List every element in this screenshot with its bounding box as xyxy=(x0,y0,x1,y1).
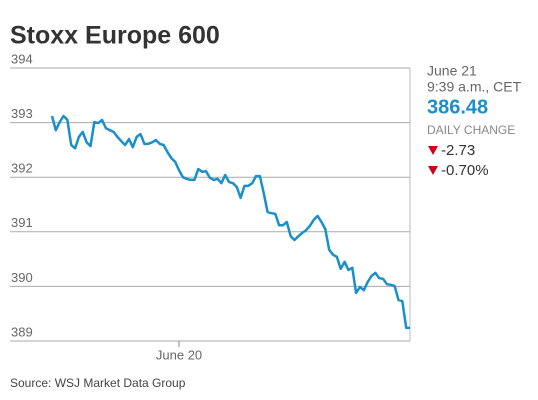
y-tick-label: 391 xyxy=(11,215,33,230)
panel-change-label: DAILY CHANGE xyxy=(427,123,515,137)
down-arrow xyxy=(428,166,438,175)
y-tick-label: 394 xyxy=(11,51,33,66)
y-tick-label: 390 xyxy=(11,270,33,285)
source: Source: WSJ Market Data Group xyxy=(10,376,186,390)
price-line xyxy=(50,114,410,330)
panel-date: June 21 xyxy=(427,63,477,79)
x-tick-label: June 20 xyxy=(156,347,202,362)
chart-title: Stoxx Europe 600 xyxy=(10,22,220,50)
down-arrow xyxy=(428,146,438,155)
panel-change: -2.73 xyxy=(441,142,475,159)
y-tick-label: 392 xyxy=(11,161,33,176)
panel-change-pct: -0.70% xyxy=(441,162,489,179)
y-tick-label: 393 xyxy=(11,106,33,121)
y-tick-label: 389 xyxy=(11,324,33,339)
panel-time: 9:39 a.m., CET xyxy=(427,79,522,95)
panel-price: 386.48 xyxy=(427,96,488,118)
